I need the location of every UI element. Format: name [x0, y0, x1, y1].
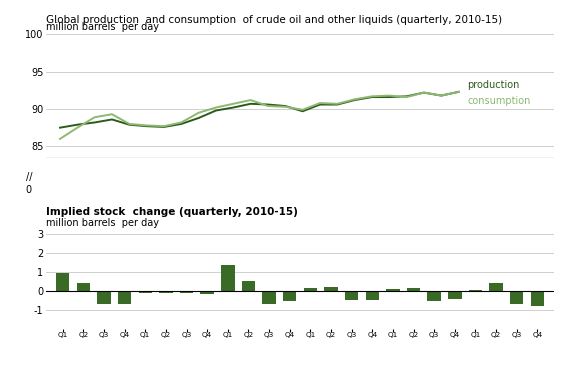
Bar: [221, 265, 234, 291]
Bar: [428, 291, 441, 301]
Bar: [77, 283, 90, 291]
Bar: [304, 288, 317, 291]
Text: million barrels  per day: million barrels per day: [46, 218, 159, 228]
Bar: [242, 281, 255, 291]
Text: //: //: [26, 172, 32, 182]
Text: 0: 0: [26, 185, 32, 194]
Text: consumption: consumption: [467, 96, 531, 105]
Bar: [159, 291, 173, 293]
Bar: [386, 289, 400, 291]
Bar: [469, 290, 482, 291]
Text: Global production  and consumption  of crude oil and other liquids (quarterly, 2: Global production and consumption of cru…: [46, 15, 503, 25]
Bar: [489, 283, 503, 291]
Bar: [324, 287, 338, 291]
Bar: [200, 291, 214, 295]
Bar: [531, 291, 544, 306]
Bar: [138, 291, 152, 293]
Bar: [448, 291, 462, 299]
Text: Implied stock  change (quarterly, 2010-15): Implied stock change (quarterly, 2010-15…: [46, 207, 298, 217]
Bar: [345, 291, 358, 300]
Bar: [366, 291, 379, 300]
Bar: [56, 273, 69, 291]
Bar: [180, 291, 193, 293]
Bar: [283, 291, 297, 301]
Bar: [407, 288, 420, 291]
Bar: [98, 291, 111, 304]
Bar: [510, 291, 523, 304]
Text: production: production: [467, 79, 520, 90]
Text: million barrels  per day: million barrels per day: [46, 23, 159, 32]
Bar: [118, 291, 132, 304]
Bar: [263, 291, 276, 304]
